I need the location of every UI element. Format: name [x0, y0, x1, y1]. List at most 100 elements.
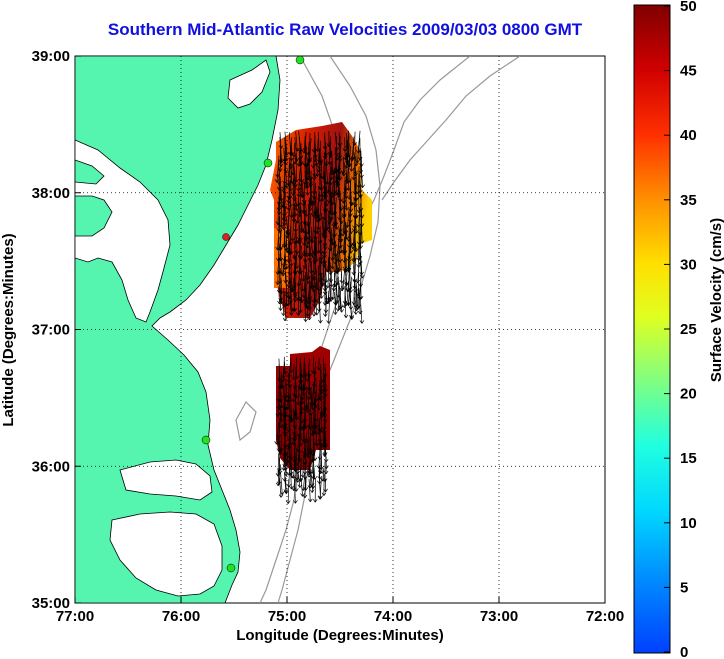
- velocity-arrowhead: [289, 250, 293, 255]
- velocity-arrow: [277, 453, 280, 477]
- velocity-arrowhead: [349, 157, 353, 162]
- velocity-arrow: [287, 392, 290, 410]
- velocity-arrow: [352, 142, 355, 160]
- velocity-arrowhead: [280, 450, 283, 454]
- velocity-arrow: [284, 161, 288, 188]
- velocity-arrow: [279, 246, 283, 275]
- colorbar-tick-label: 30: [680, 256, 697, 273]
- velocity-arrowhead: [286, 490, 289, 494]
- velocity-arrowhead: [305, 230, 309, 235]
- velocity-arrow: [319, 261, 322, 281]
- velocity-arrowhead: [282, 317, 286, 322]
- velocity-arrow: [348, 153, 351, 167]
- velocity-arrowhead: [305, 305, 309, 309]
- velocity-arrowhead: [294, 184, 297, 188]
- velocity-arrow: [287, 479, 290, 504]
- velocity-arrow: [277, 468, 280, 486]
- velocity-arrow: [324, 295, 327, 317]
- velocity-arrowhead: [281, 224, 284, 228]
- velocity-arrowhead: [292, 288, 295, 293]
- velocity-arrowhead: [356, 184, 359, 188]
- velocity-arrow: [319, 436, 322, 460]
- velocity-arrow: [350, 298, 353, 320]
- velocity-arrow: [283, 403, 285, 428]
- velocity-arrowhead: [278, 307, 281, 311]
- velocity-arrowhead: [321, 429, 324, 433]
- velocity-arrow: [310, 393, 312, 406]
- velocity-arrowhead: [305, 409, 309, 413]
- velocity-arrowhead: [349, 314, 352, 319]
- velocity-arrowhead: [285, 232, 289, 236]
- velocity-arrow: [334, 158, 338, 185]
- velocity-arrowhead: [328, 320, 331, 324]
- velocity-arrowhead: [346, 195, 349, 199]
- velocity-arrowhead: [294, 308, 298, 312]
- velocity-arrowhead: [297, 433, 300, 437]
- velocity-arrow: [298, 474, 301, 488]
- velocity-arrowhead: [350, 156, 354, 160]
- velocity-arrow: [317, 132, 320, 152]
- velocity-arrowhead: [348, 259, 352, 263]
- pamlico-sound: [109, 511, 223, 597]
- velocity-arrow: [322, 427, 325, 448]
- velocity-arrow: [343, 176, 346, 204]
- velocity-arrowhead: [300, 493, 303, 497]
- colorbar-tick-label: 45: [680, 63, 697, 80]
- velocity-arrow: [299, 186, 302, 214]
- velocity-arrowhead: [340, 249, 344, 254]
- velocity-arrowhead: [335, 181, 338, 185]
- velocity-arrowhead: [296, 187, 299, 192]
- velocity-arrowhead: [351, 271, 355, 276]
- velocity-arrowhead: [291, 398, 295, 402]
- velocity-arrowhead: [316, 366, 319, 371]
- chesapeake-bay: [75, 139, 171, 323]
- velocity-arrowhead: [321, 295, 324, 299]
- velocity-arrowhead: [316, 308, 320, 312]
- velocity-arrow: [349, 243, 351, 260]
- velocity-arrowhead: [276, 440, 279, 445]
- velocity-arrowhead: [280, 494, 284, 498]
- velocity-arrowhead: [302, 407, 305, 411]
- velocity-arrow: [290, 403, 293, 421]
- velocity-arrowhead: [318, 319, 321, 324]
- x-tick-label: 72:00: [586, 608, 624, 625]
- velocity-arrowhead: [285, 433, 288, 437]
- velocity-arrow: [359, 296, 363, 324]
- velocity-arrowhead: [306, 472, 310, 476]
- velocity-arrowhead: [291, 152, 295, 156]
- velocity-arrowhead: [346, 302, 349, 307]
- velocity-arrow: [298, 151, 301, 167]
- velocity-arrowhead: [284, 370, 288, 375]
- velocity-arrowhead: [295, 433, 299, 438]
- velocity-arrow: [293, 295, 295, 312]
- velocity-arrow: [294, 286, 296, 302]
- velocity-arrow: [335, 140, 338, 161]
- velocity-arrowhead: [300, 309, 303, 314]
- velocity-arrowhead: [345, 266, 349, 270]
- velocity-arrowhead: [309, 159, 312, 163]
- velocity-arrowhead: [333, 287, 337, 292]
- velocity-vectors: [274, 130, 365, 504]
- velocity-arrow: [279, 442, 281, 454]
- velocity-arrowhead: [321, 378, 324, 383]
- velocity-arrowhead: [291, 312, 294, 316]
- velocity-arrow: [294, 203, 296, 217]
- velocity-arrow: [308, 212, 312, 240]
- velocity-arrowhead: [337, 216, 340, 221]
- velocity-arrowhead: [340, 286, 344, 290]
- velocity-arrow: [349, 233, 352, 254]
- velocity-arrowhead: [306, 296, 309, 300]
- velocity-arrowhead: [312, 303, 315, 308]
- x-axis-label: Longitude (Degrees:Minutes): [236, 627, 444, 644]
- velocity-arrow: [305, 142, 308, 167]
- velocity-arrowhead: [274, 179, 278, 183]
- velocity-arrowhead: [301, 487, 304, 491]
- velocity-arrow: [299, 393, 302, 412]
- velocity-arrow: [312, 447, 314, 463]
- velocity-arrowhead: [290, 171, 294, 175]
- velocity-arrowhead: [301, 150, 305, 154]
- velocity-arrowhead: [321, 232, 325, 236]
- velocity-arrowhead: [323, 313, 326, 317]
- velocity-arrowhead: [310, 370, 314, 374]
- velocity-arrowhead: [305, 425, 309, 429]
